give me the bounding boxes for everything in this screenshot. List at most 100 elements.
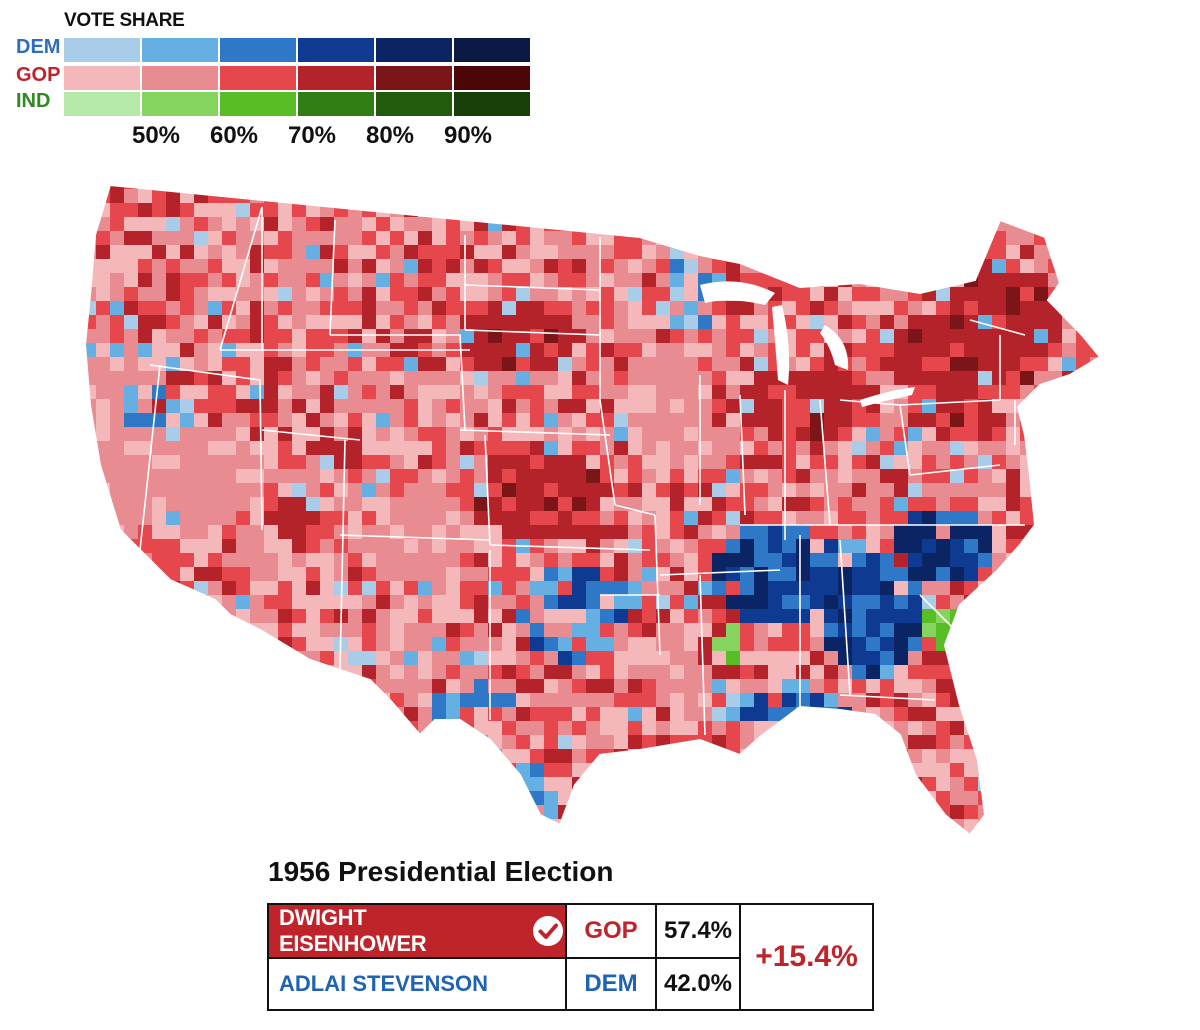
county-cell — [236, 693, 251, 708]
county-cell — [292, 203, 307, 218]
legend-swatch — [142, 66, 218, 90]
county-cell — [852, 847, 867, 862]
county-cell — [1146, 371, 1160, 386]
county-cell — [474, 185, 489, 190]
county-cell — [68, 833, 83, 848]
county-cell — [782, 511, 797, 526]
county-cell — [110, 693, 125, 708]
county-cell — [740, 469, 755, 484]
county-cell — [250, 441, 265, 456]
county-cell — [278, 329, 293, 344]
county-cell — [866, 637, 881, 652]
county-cell — [880, 777, 895, 792]
county-cell — [404, 553, 419, 568]
county-cell — [1062, 511, 1077, 526]
county-cell — [362, 679, 377, 694]
county-cell — [250, 637, 265, 652]
county-cell — [950, 553, 965, 568]
county-cell — [810, 693, 825, 708]
county-cell — [166, 735, 181, 750]
county-cell — [684, 679, 699, 694]
county-cell — [936, 567, 951, 582]
county-cell — [54, 651, 69, 666]
county-cell — [1146, 469, 1160, 484]
county-cell — [264, 371, 279, 386]
county-cell — [166, 287, 181, 302]
county-cell — [838, 735, 853, 750]
county-cell — [152, 245, 167, 260]
county-cell — [348, 721, 363, 736]
county-cell — [40, 259, 55, 274]
county-cell — [880, 763, 895, 778]
county-cell — [390, 763, 405, 778]
county-cell — [40, 483, 55, 498]
county-cell — [614, 287, 629, 302]
county-cell — [656, 371, 671, 386]
county-cell — [978, 665, 993, 680]
county-cell — [96, 581, 111, 596]
county-cell — [1132, 665, 1147, 680]
county-cell — [726, 483, 741, 498]
county-cell — [572, 665, 587, 680]
county-cell — [152, 385, 167, 400]
county-cell — [474, 833, 489, 835]
county-cell — [362, 665, 377, 680]
county-cell — [516, 231, 531, 246]
county-cell — [964, 665, 979, 680]
county-cell — [250, 777, 265, 792]
county-cell — [670, 637, 685, 652]
county-cell — [488, 245, 503, 260]
county-cell — [810, 217, 825, 232]
county-cell — [642, 651, 657, 666]
county-cell — [530, 441, 545, 456]
county-cell — [1006, 553, 1021, 568]
county-cell — [838, 833, 853, 835]
county-cell — [1132, 287, 1147, 302]
county-cell — [628, 553, 643, 568]
county-cell — [1146, 777, 1160, 792]
county-cell — [936, 455, 951, 470]
county-cell — [85, 581, 97, 596]
county-cell — [488, 441, 503, 456]
county-cell — [68, 609, 83, 624]
county-cell — [166, 483, 181, 498]
state-borders — [139, 206, 1026, 736]
county-cell — [40, 777, 55, 792]
county-cell — [782, 595, 797, 610]
county-cell — [180, 385, 195, 400]
county-cell — [166, 847, 181, 862]
county-cell — [1104, 427, 1119, 442]
county-cell — [880, 595, 895, 610]
county-cell — [348, 567, 363, 582]
county-cell — [292, 693, 307, 708]
county-cell — [712, 707, 727, 722]
county-cell — [684, 357, 699, 372]
county-cell — [166, 693, 181, 708]
county-cell — [880, 819, 895, 834]
county-cell — [222, 553, 237, 568]
county-cell — [166, 637, 181, 652]
county-cell — [110, 385, 125, 400]
county-cell — [418, 651, 433, 666]
county-cell — [222, 185, 237, 190]
county-cell — [432, 637, 447, 652]
county-cell — [796, 805, 811, 820]
county-cell — [838, 693, 853, 708]
county-cell — [1062, 847, 1077, 862]
county-cell — [502, 763, 517, 778]
state-border — [839, 539, 851, 696]
county-cell — [432, 595, 447, 610]
county-cell — [1132, 189, 1147, 204]
county-cell — [1132, 259, 1147, 274]
county-cell — [992, 581, 1007, 596]
county-cell — [110, 399, 125, 414]
county-cell — [250, 273, 265, 288]
county-cell — [138, 371, 153, 386]
county-cell — [1062, 217, 1077, 232]
county-cell — [572, 371, 587, 386]
county-cell — [1006, 679, 1021, 694]
margin-cell: +15.4% — [741, 905, 872, 1009]
county-cell — [600, 399, 615, 414]
county-cell — [54, 203, 69, 218]
county-cell — [152, 497, 167, 512]
